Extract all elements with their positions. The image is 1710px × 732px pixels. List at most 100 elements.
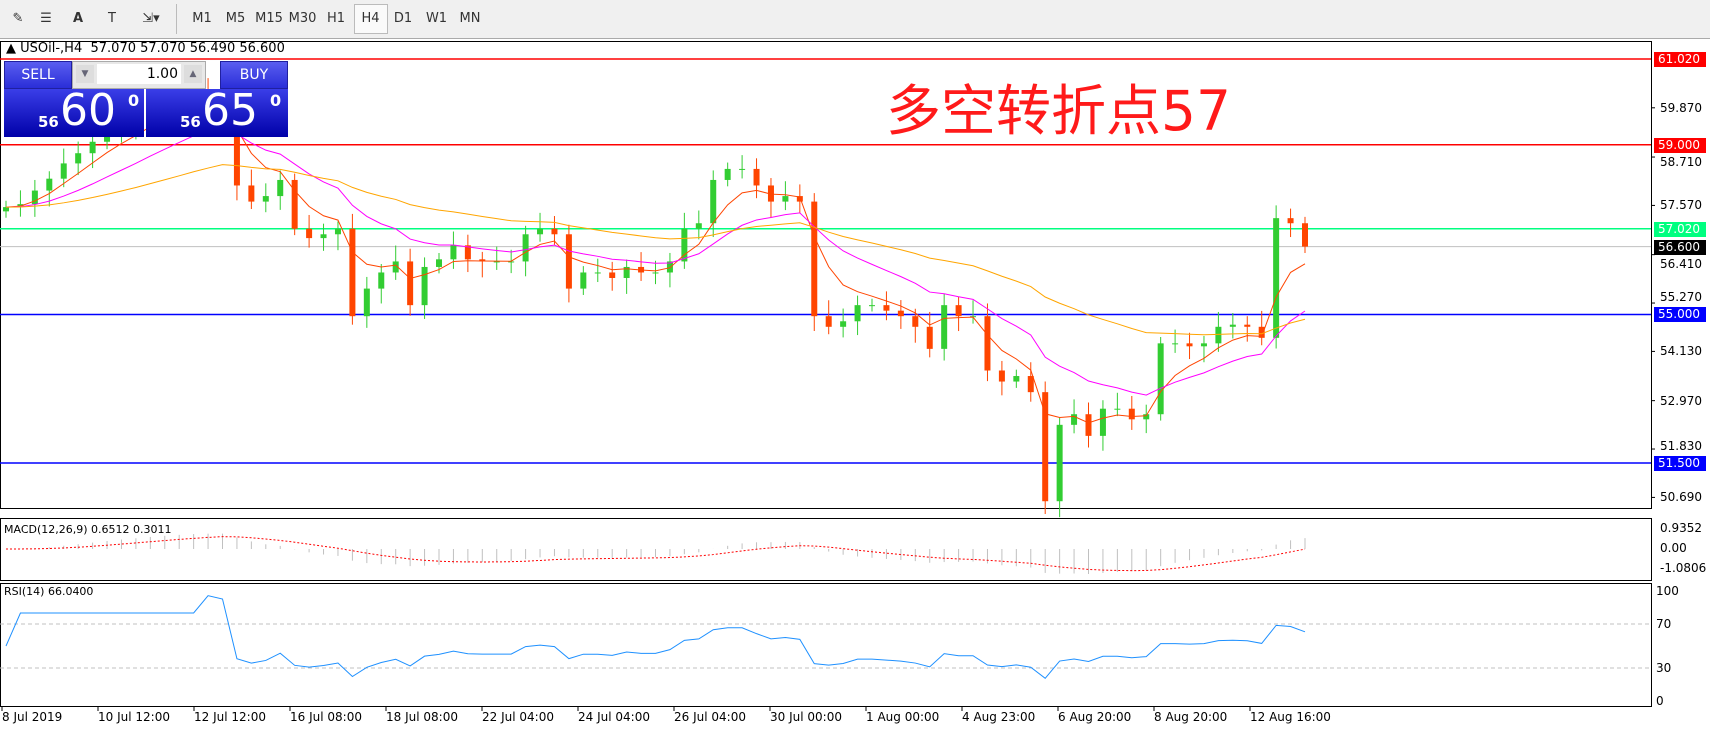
time-axis-label: 30 Jul 00:00 (770, 710, 842, 724)
candle-body (1099, 408, 1106, 436)
candle-body (666, 261, 673, 273)
candle-body (1157, 343, 1164, 415)
candle-body (623, 266, 630, 278)
buy-price[interactable]: 56 65 0 (146, 85, 288, 137)
price-axis-label: 57.570 (1660, 198, 1702, 213)
timeframe-W1[interactable]: W1 (425, 11, 448, 26)
toolbar: ✎ ☰ A T ⇲▾ M1 M5 M15 M30 H1 H4 D1 W1 MN (0, 0, 1710, 39)
arrows-icon[interactable]: ⇲▾ (142, 11, 160, 26)
time-axis-label: 8 Aug 20:00 (1154, 710, 1228, 724)
candle-body (1114, 408, 1121, 410)
increase-lot-button[interactable]: ▲ (184, 65, 202, 83)
time-axis-label: 1 Aug 00:00 (866, 710, 940, 724)
price-axis-label: 54.130 (1660, 344, 1702, 359)
candle-body (1200, 343, 1207, 347)
rsi-line (5, 595, 1306, 679)
candle-body (320, 234, 327, 239)
candle-body (565, 234, 572, 289)
candle-body (710, 179, 717, 224)
candle-body (407, 261, 414, 306)
candle-body (926, 326, 933, 349)
text-label-icon[interactable]: T (108, 11, 116, 26)
rsi-axis-label: 70 (1656, 617, 1672, 631)
candle-body (955, 305, 962, 317)
candle-body (984, 316, 991, 371)
timeframe-M5[interactable]: M5 (225, 11, 246, 26)
candle-body (883, 305, 890, 311)
rsi-axis-label: 30 (1656, 661, 1672, 675)
timeframe-M1[interactable]: M1 (192, 11, 212, 26)
lots-stepper[interactable]: ▼ 1.00 ▲ (72, 61, 206, 89)
candle-body (233, 98, 240, 186)
candle-body (1042, 392, 1049, 502)
decrease-lot-button[interactable]: ▼ (76, 65, 94, 83)
candle-body (1186, 343, 1193, 347)
candle-body (1273, 218, 1280, 338)
time-axis-label: 6 Aug 20:00 (1058, 710, 1132, 724)
candle-body (89, 141, 96, 154)
candle-body (998, 370, 1005, 382)
candle-body (537, 228, 544, 235)
candle-body (825, 316, 832, 327)
candle-body (1172, 343, 1179, 345)
fibonacci-icon[interactable]: ☰ (40, 11, 52, 26)
rsi-frame (0, 583, 1652, 707)
macd-frame (0, 518, 1652, 581)
candle-body (609, 272, 616, 278)
buy-price-small: 56 (180, 113, 201, 131)
candle-body (493, 261, 500, 263)
candle-body (1013, 376, 1020, 382)
candle-body (1071, 414, 1078, 425)
collapse-triangle-icon[interactable]: ▲ (6, 41, 16, 56)
candle-body (796, 196, 803, 202)
lots-input[interactable]: 1.00 (97, 64, 181, 84)
candle-body (551, 228, 558, 235)
candle-body (1128, 408, 1135, 420)
candle-body (3, 207, 9, 212)
candle-body (60, 163, 67, 179)
time-axis-label: 24 Jul 04:00 (578, 710, 650, 724)
candle-body (811, 201, 818, 317)
candle-body (75, 153, 82, 164)
sell-price-sup: 0 (128, 91, 140, 110)
sell-button[interactable]: SELL (4, 61, 72, 89)
line-studies-icon[interactable]: ✎ (12, 11, 24, 26)
chart-header: ▲ USOil-,H4 57.070 57.070 56.490 56.600 (6, 41, 285, 56)
candle-body (739, 168, 746, 170)
timeframe-H1[interactable]: H1 (326, 11, 346, 26)
buy-button[interactable]: BUY (220, 61, 288, 89)
candle-body (897, 310, 904, 317)
candle-body (421, 266, 428, 306)
candle-body (248, 185, 255, 202)
timeframe-M30[interactable]: M30 (288, 11, 317, 26)
candle-body (436, 259, 442, 267)
time-axis-label: 4 Aug 23:00 (962, 710, 1036, 724)
chart-canvas[interactable] (0, 38, 1710, 732)
timeframe-D1[interactable]: D1 (393, 11, 413, 26)
candle-body (508, 261, 515, 263)
candle-body (1027, 376, 1034, 393)
price-axis-label: 59.870 (1660, 100, 1702, 115)
timeframe-MN[interactable]: MN (459, 11, 481, 26)
macd-axis-label: 0.9352 (1660, 521, 1702, 535)
candle-body (840, 321, 847, 327)
candle-body (363, 288, 370, 317)
candle-body (349, 228, 356, 317)
level-price-label: 57.020 (1654, 221, 1706, 237)
moving-average-line (5, 164, 1306, 336)
time-axis-label: 12 Jul 12:00 (194, 710, 266, 724)
timeframe-M15[interactable]: M15 (255, 11, 283, 26)
sell-price[interactable]: 56 60 0 (4, 85, 144, 137)
candle-body (912, 316, 919, 327)
level-price-label: 59.000 (1654, 137, 1706, 153)
timeframe-H4[interactable]: H4 (353, 4, 388, 34)
level-price-label: 55.000 (1654, 307, 1706, 323)
price-axis-label: 55.270 (1660, 290, 1702, 305)
candle-body (1287, 218, 1294, 224)
candle-body (580, 272, 587, 289)
level-price-label: 56.600 (1654, 239, 1706, 255)
text-icon[interactable]: A (72, 11, 84, 26)
candle-body (782, 196, 789, 202)
candle-body (46, 178, 53, 191)
candle-body (479, 259, 486, 262)
